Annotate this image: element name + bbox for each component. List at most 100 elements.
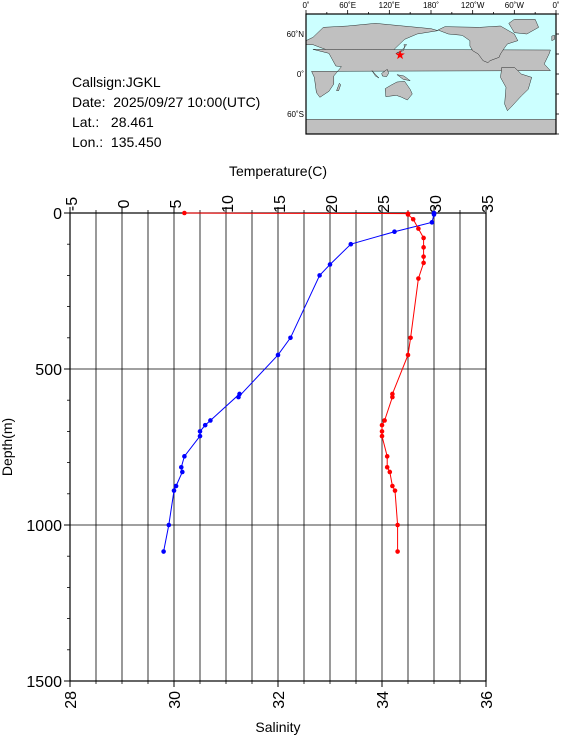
map-lon-label: 60˚E <box>339 1 356 10</box>
salinity-point <box>405 352 411 358</box>
salinity-point <box>384 464 390 470</box>
land-shape <box>311 49 551 98</box>
temperature-point <box>431 212 437 217</box>
salinity-point <box>416 226 421 231</box>
land-shape <box>551 35 555 41</box>
salinity-point <box>416 276 421 281</box>
salinity-point <box>182 210 187 216</box>
station-info: Callsign:JGKL Date: 2025/09/27 10:00(UTC… <box>72 72 260 152</box>
temperature-tick-label: 30 <box>428 195 445 213</box>
land-shape <box>384 81 413 101</box>
land-shape <box>500 67 532 112</box>
salinity-axis-title: Salinity <box>255 719 300 735</box>
map-lon-label: 60˚W <box>505 1 525 10</box>
temperature-tick-label: 25 <box>376 195 393 213</box>
map-lon-label: 120˚E <box>379 1 400 10</box>
temperature-point <box>173 483 179 489</box>
salinity-point <box>379 429 385 434</box>
salinity-point <box>382 418 387 423</box>
temperature-point <box>327 262 333 267</box>
salinity-point <box>421 235 426 241</box>
callsign-value: JGKL <box>125 74 161 90</box>
map-lon-label: 0˚ <box>552 1 559 10</box>
temperature-point <box>348 241 354 247</box>
callsign-label: Callsign: <box>72 74 126 90</box>
map-frame <box>305 10 559 135</box>
temperature-point <box>161 549 166 554</box>
temperature-tick-label: 0 <box>116 199 133 208</box>
salinity-point <box>390 394 395 400</box>
depth-tick-label: 1000 <box>26 518 62 535</box>
salinity-point <box>421 245 426 250</box>
salinity-tick-label: 32 <box>271 691 288 709</box>
temperature-point <box>197 433 203 439</box>
chart-series <box>161 210 437 554</box>
temperature-tick-label: -5 <box>64 197 81 211</box>
land-shape <box>336 82 341 91</box>
lon-line: Lon.: 135.450 <box>72 132 260 152</box>
salinity-point <box>410 216 416 222</box>
lon-value: 135.450 <box>110 134 162 150</box>
temperature-point <box>392 229 397 235</box>
lat-label: Lat.: <box>72 114 100 130</box>
salinity-tick-label: 34 <box>375 691 392 709</box>
map-labels: 0˚ 60˚E 120˚E 180˚ 120˚W 60˚W 0˚ 60˚N 0˚ 60˚S <box>287 1 560 119</box>
map-lon-label: 0˚ <box>302 1 309 10</box>
temperature-point <box>182 454 187 459</box>
land-shape <box>371 70 380 79</box>
lon-label: Lon.: <box>72 134 104 150</box>
salinity-point <box>390 483 395 489</box>
callsign-line: Callsign:JGKL <box>72 72 260 92</box>
salinity-point <box>395 522 400 528</box>
depth-tick-label: 500 <box>35 362 62 379</box>
station-marker-icon <box>395 50 405 60</box>
temperature-tick-label: 20 <box>324 195 341 213</box>
depth-axis-title: Depth(m) <box>0 418 15 476</box>
salinity-point <box>421 254 426 259</box>
salinity-point <box>405 212 411 217</box>
salinity-tick-label: 36 <box>479 691 496 709</box>
map-land <box>306 19 556 134</box>
temperature-point <box>178 464 184 470</box>
land-shape <box>396 74 411 81</box>
salinity-point <box>392 488 398 493</box>
salinity-point <box>421 260 426 266</box>
lat-line: Lat.: 28.461 <box>72 112 260 132</box>
land-shape <box>381 69 389 77</box>
land-shape <box>437 25 519 63</box>
salinity-point <box>379 422 385 428</box>
chart-grid <box>70 212 486 682</box>
temperature-axis-title: Temperature(C) <box>229 163 327 179</box>
temperature-tick-label: 5 <box>168 199 185 208</box>
date-line: Date: 2025/09/27 10:00(UTC) <box>72 92 260 112</box>
temperature-point <box>171 488 177 493</box>
map-lat-label: 0˚ <box>297 70 304 79</box>
temperature-point <box>288 335 293 341</box>
map-lat-label: 60˚N <box>287 30 305 39</box>
salinity-point <box>408 335 413 341</box>
temperature-tick-label: 35 <box>480 195 497 213</box>
temperature-point <box>208 418 213 423</box>
lat-value: 28.461 <box>110 114 154 130</box>
land-shape <box>508 19 539 35</box>
temperature-tick-label: 15 <box>272 195 289 213</box>
temperature-profile-line <box>163 213 435 552</box>
date-value: 2025/09/27 10:00(UTC) <box>113 94 261 110</box>
salinity-point <box>395 549 400 554</box>
salinity-point <box>379 433 385 439</box>
temperature-point <box>317 273 322 278</box>
temperature-tick-label: 10 <box>220 195 237 213</box>
salinity-tick-label: 28 <box>63 691 80 709</box>
map-lon-label: 120˚W <box>461 1 485 10</box>
date-label: Date: <box>72 94 106 110</box>
temperature-point <box>202 422 208 428</box>
depth-tick-label: 0 <box>53 206 62 223</box>
depth-tick-label: 1500 <box>26 674 62 691</box>
map-lon-label: 180˚ <box>423 1 439 10</box>
map-lat-label: 60˚S <box>287 110 304 119</box>
salinity-point <box>387 469 393 475</box>
salinity-tick-label: 30 <box>167 691 184 709</box>
temperature-point <box>197 429 203 434</box>
